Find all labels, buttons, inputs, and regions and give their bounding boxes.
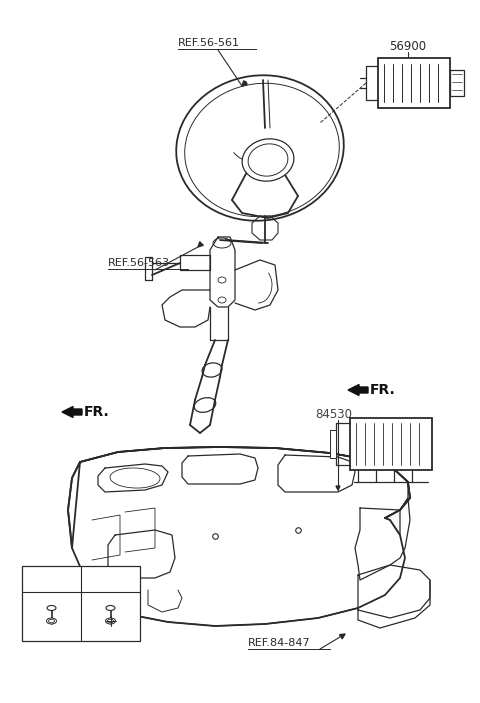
Text: FR.: FR. <box>84 405 110 419</box>
Text: REF.56-563: REF.56-563 <box>108 258 170 268</box>
Polygon shape <box>182 454 258 484</box>
Text: 1125KD: 1125KD <box>31 574 72 584</box>
Ellipse shape <box>202 363 222 377</box>
Polygon shape <box>80 447 410 535</box>
FancyArrow shape <box>198 242 204 247</box>
FancyArrow shape <box>62 406 82 418</box>
Ellipse shape <box>108 619 113 623</box>
FancyArrow shape <box>348 385 368 396</box>
Text: 56900: 56900 <box>389 39 427 53</box>
Polygon shape <box>68 462 405 626</box>
Polygon shape <box>180 255 210 270</box>
Text: 84530: 84530 <box>315 408 352 422</box>
Polygon shape <box>278 455 355 492</box>
Bar <box>378 58 450 108</box>
Polygon shape <box>108 530 175 578</box>
Text: FR.: FR. <box>370 383 396 397</box>
Bar <box>330 430 336 458</box>
Ellipse shape <box>106 618 116 624</box>
Ellipse shape <box>47 605 56 610</box>
Polygon shape <box>145 257 152 280</box>
Bar <box>22 566 140 641</box>
Text: REF.84-847: REF.84-847 <box>248 638 311 648</box>
Text: 1125KB: 1125KB <box>90 574 131 584</box>
Bar <box>350 418 432 470</box>
FancyArrow shape <box>336 486 340 490</box>
Ellipse shape <box>242 138 294 181</box>
FancyArrow shape <box>339 634 345 639</box>
Text: REF.56-561: REF.56-561 <box>178 38 240 48</box>
Bar <box>450 70 464 96</box>
Ellipse shape <box>194 398 216 413</box>
Polygon shape <box>98 464 168 492</box>
Ellipse shape <box>47 618 57 624</box>
FancyArrow shape <box>242 81 247 86</box>
Ellipse shape <box>48 619 55 623</box>
Ellipse shape <box>106 605 115 610</box>
